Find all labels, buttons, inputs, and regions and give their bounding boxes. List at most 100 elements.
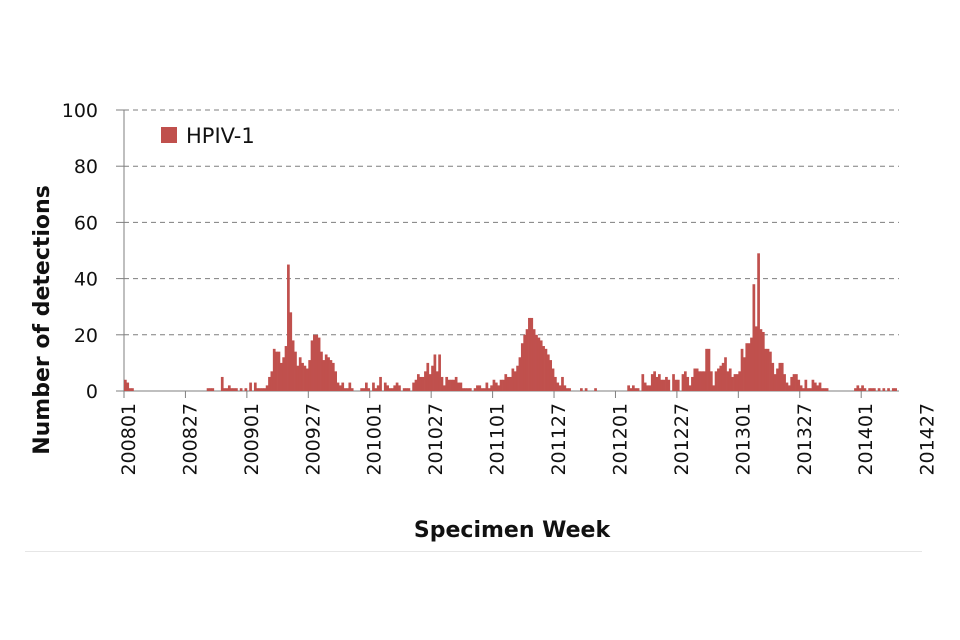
bar: [568, 388, 571, 391]
bar: [870, 388, 874, 391]
bar: [230, 388, 234, 391]
bar: [334, 371, 337, 391]
bar: [709, 371, 713, 391]
bar: [759, 329, 763, 391]
bar: [383, 382, 387, 391]
bar: [792, 374, 796, 391]
bar: [563, 385, 567, 391]
bar: [530, 317, 534, 391]
bar: [459, 382, 463, 391]
bar: [379, 376, 382, 391]
bar: [343, 388, 347, 391]
bar: [388, 388, 392, 391]
bar: [752, 284, 756, 391]
bar: [287, 264, 290, 391]
bar: [738, 371, 742, 391]
bar: [308, 360, 312, 391]
bar: [769, 351, 772, 391]
bar: [322, 360, 326, 391]
bar: [535, 334, 538, 391]
bar: [239, 388, 243, 391]
bar: [695, 368, 699, 391]
bar: [416, 374, 420, 391]
bar: [702, 371, 706, 391]
bar: [476, 385, 479, 391]
bar: [419, 376, 423, 391]
bar: [854, 388, 857, 391]
bar: [294, 351, 297, 391]
bar: [435, 371, 439, 391]
bar: [802, 388, 805, 391]
bar: [691, 376, 694, 391]
bar: [672, 374, 675, 391]
bar: [424, 371, 427, 391]
bar: [268, 376, 271, 391]
bar: [331, 362, 335, 391]
bar: [776, 368, 779, 391]
bar: [646, 385, 649, 391]
bar: [339, 385, 342, 391]
bar: [657, 374, 661, 391]
bar: [528, 317, 531, 391]
bar: [253, 382, 257, 391]
bar: [804, 379, 808, 391]
bar: [466, 388, 470, 391]
bar: [627, 385, 630, 391]
bar: [483, 388, 486, 391]
bar: [705, 348, 708, 391]
bar: [650, 374, 654, 391]
x-tick-label: 201227: [671, 403, 693, 476]
bar: [263, 388, 267, 391]
bar: [698, 371, 701, 391]
bar: [537, 337, 541, 391]
y-tick-label: 40: [74, 269, 98, 291]
bar: [806, 388, 810, 391]
y-tick-label: 20: [74, 325, 98, 347]
bar: [594, 388, 597, 391]
y-axis-title: Number of detections: [30, 185, 55, 455]
y-tick-label: 80: [74, 156, 98, 178]
bar: [891, 388, 895, 391]
bar: [428, 374, 432, 391]
bar: [873, 388, 876, 391]
bar: [320, 351, 323, 391]
bar: [724, 357, 727, 391]
bar: [549, 360, 553, 391]
bar: [667, 379, 671, 391]
bar: [771, 362, 775, 391]
bar: [728, 368, 732, 391]
bar: [544, 348, 548, 391]
divider-line: [25, 551, 922, 552]
bar: [643, 382, 647, 391]
bar: [317, 337, 321, 391]
bar: [249, 382, 252, 391]
x-tick-label: 201027: [425, 403, 447, 476]
bar: [464, 388, 467, 391]
bar: [310, 340, 314, 391]
bar: [894, 388, 897, 391]
bar: [445, 376, 449, 391]
bar: [811, 379, 815, 391]
bar: [754, 326, 758, 391]
bar: [398, 385, 401, 391]
bar: [336, 382, 340, 391]
bar: [719, 365, 723, 391]
x-tick-label: 200827: [179, 403, 201, 476]
bar: [558, 385, 562, 391]
bar: [546, 354, 550, 391]
bar: [773, 374, 777, 391]
bar: [265, 385, 269, 391]
bar: [525, 329, 529, 391]
bar: [211, 388, 215, 391]
bar: [665, 376, 668, 391]
bar: [277, 351, 281, 391]
bar: [816, 385, 820, 391]
bar: [799, 385, 803, 391]
bar: [809, 388, 812, 391]
x-tick-label: 201327: [794, 403, 816, 476]
bar: [735, 374, 739, 391]
bar: [275, 351, 278, 391]
bar: [523, 334, 527, 391]
bar: [717, 368, 720, 391]
